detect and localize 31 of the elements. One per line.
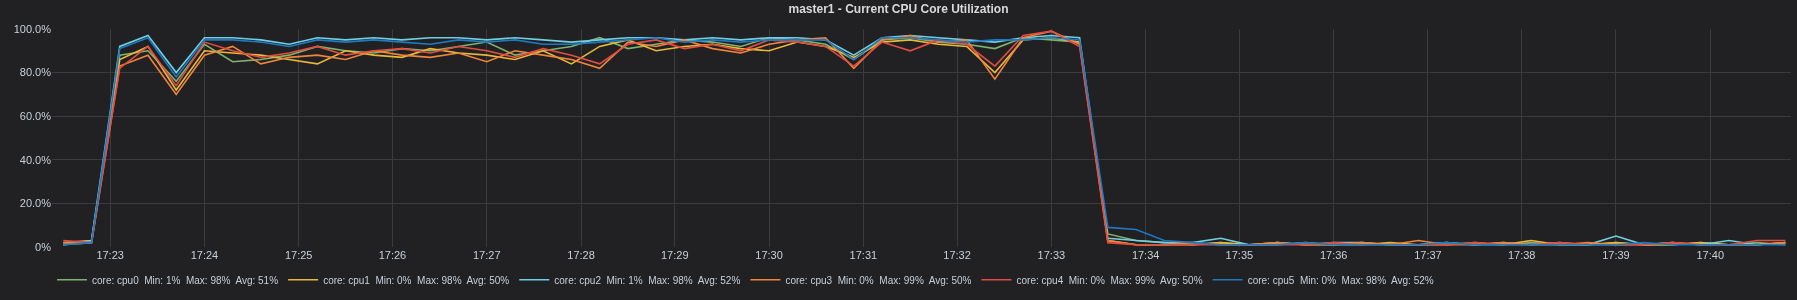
x-tick-label: 17:27 (472, 249, 501, 261)
legend-label: core: cpu3 Min: 0% Max: 99% Avg: 50% (785, 274, 972, 286)
legend-label: core: cpu4 Min: 0% Max: 99% Avg: 50% (1016, 274, 1203, 286)
x-tick-label: 17:24 (190, 249, 219, 261)
x-tick-label: 17:25 (284, 249, 313, 261)
y-tick-label: 80.0% (19, 66, 52, 79)
chart-title: master1 - Current CPU Core Utilization (788, 1, 1009, 16)
y-tick-label: 100.0% (13, 22, 52, 35)
x-tick-label: 17:28 (567, 249, 595, 261)
y-tick-label: 60.0% (19, 110, 52, 123)
x-tick-label: 17:34 (1131, 249, 1160, 261)
x-tick-label: 17:40 (1696, 249, 1725, 261)
y-tick-label: 0% (35, 240, 52, 253)
legend-label: core: cpu1 Min: 0% Max: 98% Avg: 50% (323, 274, 510, 286)
x-tick-label: 17:37 (1414, 249, 1442, 261)
y-tick-label: 40.0% (19, 153, 52, 166)
y-tick-label: 20.0% (19, 197, 52, 210)
x-tick-label: 17:33 (1037, 249, 1066, 261)
x-tick-label: 17:32 (943, 249, 971, 261)
x-tick-label: 17:39 (1602, 249, 1630, 261)
x-tick-label: 17:26 (378, 249, 407, 261)
x-tick-label: 17:30 (755, 249, 783, 261)
x-tick-label: 17:36 (1319, 249, 1348, 261)
legend-label: core: cpu0 Min: 1% Max: 98% Avg: 51% (92, 274, 279, 286)
x-tick-label: 17:23 (96, 249, 124, 261)
x-tick-label: 17:35 (1225, 249, 1254, 261)
x-tick-label: 17:31 (849, 249, 878, 261)
x-tick-label: 17:38 (1507, 249, 1536, 261)
legend-label: core: cpu5 Min: 0% Max: 98% Avg: 52% (1247, 274, 1434, 286)
legend-label: core: cpu2 Min: 1% Max: 98% Avg: 52% (554, 274, 741, 286)
x-tick-label: 17:29 (661, 249, 689, 261)
